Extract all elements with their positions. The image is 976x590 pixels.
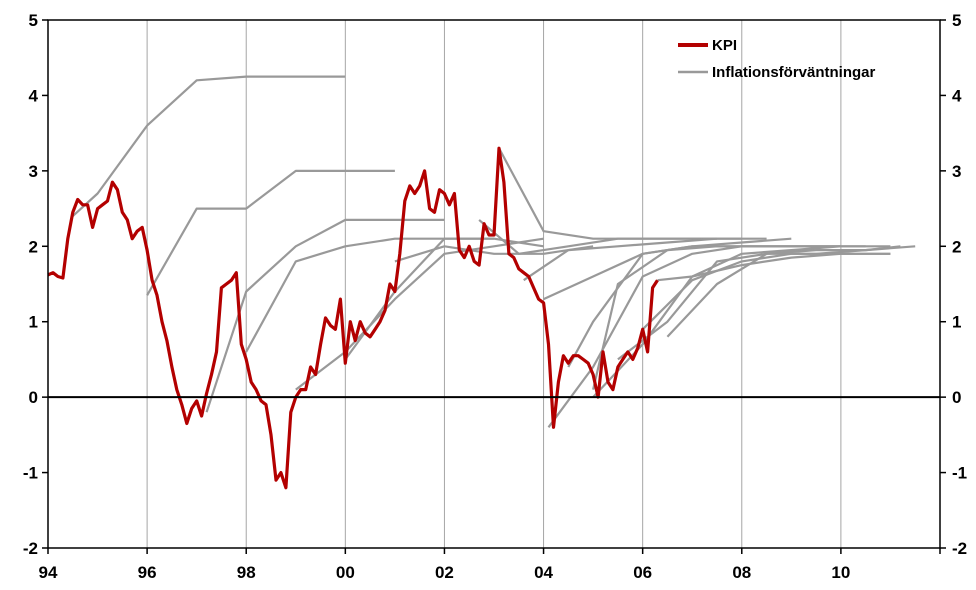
y-axis-left-labels: 5 4 3 2 1 0 -1 -2 bbox=[23, 11, 39, 558]
expectation-line-3 bbox=[205, 218, 445, 413]
x-tick-label: 98 bbox=[237, 563, 256, 582]
legend-label-kpi: KPI bbox=[712, 37, 737, 54]
x-tick-label: 04 bbox=[534, 563, 553, 582]
y-tick-label-left: 5 bbox=[29, 11, 38, 30]
kpi-series bbox=[47, 146, 659, 490]
expectation-line-13 bbox=[567, 245, 841, 368]
y-tick-label-right: 5 bbox=[952, 11, 961, 30]
y-tick-label-right: 1 bbox=[952, 313, 961, 332]
expectation-line-18 bbox=[657, 252, 891, 282]
y-tick-label-left: 4 bbox=[29, 86, 39, 105]
x-tick-label: 94 bbox=[39, 563, 58, 582]
y-tick-label-right: 0 bbox=[952, 388, 961, 407]
kpi-line bbox=[47, 146, 659, 490]
expectation-line-7 bbox=[394, 245, 594, 263]
y-tick-label-right: 3 bbox=[952, 162, 961, 181]
expectation-line-10 bbox=[523, 237, 767, 282]
expectation-line-19 bbox=[666, 245, 916, 338]
grid-lines bbox=[146, 20, 842, 548]
expectation-line-14 bbox=[592, 245, 866, 390]
expectation-line-17 bbox=[641, 252, 891, 331]
legend-label-expectations: Inflationsförväntningar bbox=[712, 64, 876, 81]
expectations-series bbox=[72, 75, 916, 428]
y-tick-label-right: 2 bbox=[952, 237, 961, 256]
expectation-line-15 bbox=[592, 245, 891, 398]
y-tick-label-left: 0 bbox=[29, 388, 38, 407]
x-tick-label: 02 bbox=[435, 563, 454, 582]
legend: KPI Inflationsförväntningar bbox=[678, 37, 876, 81]
x-tick-label: 08 bbox=[732, 563, 751, 582]
x-tick-label: 10 bbox=[831, 563, 850, 582]
plot-frame bbox=[47, 19, 941, 549]
y-axis-right-labels: 5 4 3 2 1 0 -1 -2 bbox=[952, 11, 967, 558]
y-tick-label-right: -1 bbox=[952, 464, 967, 483]
x-axis-labels: 94 96 98 00 02 04 06 08 10 bbox=[39, 563, 851, 582]
y-tick-label-left: 3 bbox=[29, 162, 38, 181]
expectation-line-2 bbox=[146, 169, 395, 296]
axes bbox=[42, 19, 946, 554]
y-tick-label-left: 2 bbox=[29, 237, 38, 256]
expectation-line-1 bbox=[72, 75, 346, 217]
y-tick-label-left: -2 bbox=[23, 539, 38, 558]
x-tick-label: 06 bbox=[633, 563, 652, 582]
expectation-line-5 bbox=[295, 237, 544, 391]
y-tick-label-right: 4 bbox=[952, 86, 962, 105]
y-tick-label-left: 1 bbox=[29, 313, 38, 332]
x-tick-label: 96 bbox=[138, 563, 157, 582]
y-tick-label-right: -2 bbox=[952, 539, 967, 558]
expectation-line-9 bbox=[498, 147, 742, 240]
y-tick-label-left: -1 bbox=[23, 464, 38, 483]
expectation-line-6 bbox=[344, 237, 544, 361]
expectation-line-12 bbox=[547, 245, 841, 428]
x-tick-label: 00 bbox=[336, 563, 355, 582]
